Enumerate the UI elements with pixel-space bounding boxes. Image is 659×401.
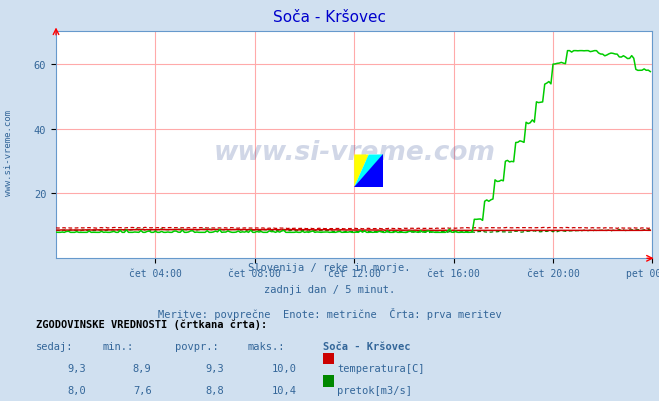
Text: 10,4: 10,4 — [272, 385, 297, 395]
Polygon shape — [354, 155, 383, 187]
Text: 8,8: 8,8 — [206, 385, 224, 395]
Text: Soča - Kršovec: Soča - Kršovec — [273, 10, 386, 25]
Text: zadnji dan / 5 minut.: zadnji dan / 5 minut. — [264, 285, 395, 295]
Text: Meritve: povprečne  Enote: metrične  Črta: prva meritev: Meritve: povprečne Enote: metrične Črta:… — [158, 307, 501, 319]
Polygon shape — [354, 155, 383, 187]
Text: www.si-vreme.com: www.si-vreme.com — [4, 109, 13, 195]
Text: 9,3: 9,3 — [67, 363, 86, 373]
Text: pretok[m3/s]: pretok[m3/s] — [337, 385, 413, 395]
Text: 8,0: 8,0 — [67, 385, 86, 395]
Text: 9,3: 9,3 — [206, 363, 224, 373]
Text: 10,0: 10,0 — [272, 363, 297, 373]
Text: temperatura[C]: temperatura[C] — [337, 363, 425, 373]
Text: Soča - Kršovec: Soča - Kršovec — [323, 341, 411, 351]
Text: Slovenija / reke in morje.: Slovenija / reke in morje. — [248, 263, 411, 273]
Text: min.:: min.: — [102, 341, 133, 351]
Polygon shape — [354, 155, 368, 187]
Text: sedaj:: sedaj: — [36, 341, 74, 351]
Text: 8,9: 8,9 — [133, 363, 152, 373]
Text: www.si-vreme.com: www.si-vreme.com — [214, 139, 495, 165]
Text: 7,6: 7,6 — [133, 385, 152, 395]
Text: ZGODOVINSKE VREDNOSTI (črtkana črta):: ZGODOVINSKE VREDNOSTI (črtkana črta): — [36, 319, 268, 329]
Text: povpr.:: povpr.: — [175, 341, 218, 351]
Text: maks.:: maks.: — [247, 341, 285, 351]
